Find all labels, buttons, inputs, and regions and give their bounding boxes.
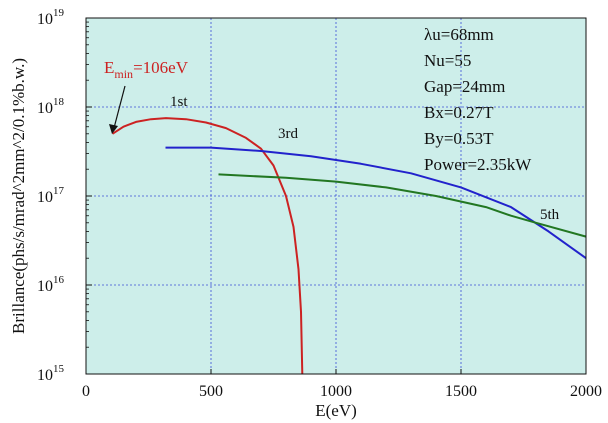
x-tick-label: 500 [199,383,223,400]
x-axis-label: E(eV) [315,401,357,420]
y-tick-label: 1016 [37,274,65,295]
ticks: 0 500 1000 1500 2000 1015 1016 1017 1018 1019 [37,7,602,400]
series-label-3rd: 3rd [278,126,298,142]
x-tick-label: 1500 [445,383,477,400]
series-label-5th: 5th [540,207,560,223]
emin-arrow-line [113,85,126,129]
param-lambda: λu=68mm [424,25,494,44]
emin-base: E [104,58,114,77]
series-line-3rd [165,146,587,260]
y-tick-label: 1018 [37,96,65,117]
param-bx: Bx=0.27T [424,103,494,122]
param-by: By=0.53T [424,129,494,148]
emin-sub: min [114,67,133,81]
y-axis-label: Brillance(phs/s/mrad^2mm^2/0.1%b.w.) [9,58,28,334]
y-tick-label: 1015 [37,363,65,384]
param-nu: Nu=55 [424,51,471,70]
grid-lines [86,18,586,374]
y-tick-label: 1019 [37,7,65,28]
emin-annotation: Emin=106eV [104,58,189,81]
series-line-5th [218,173,587,238]
x-tick-label: 2000 [570,383,602,400]
emin-arrowhead [109,124,118,134]
series-label-1st: 1st [170,94,188,110]
param-gap: Gap=24mm [424,77,505,96]
parameter-block: λu=68mm Nu=55 Gap=24mm Bx=0.27T By=0.53T… [424,25,532,174]
x-tick-label: 0 [82,383,90,400]
param-power: Power=2.35kW [424,155,532,174]
series-line-1st [111,117,304,375]
y-tick-label: 1017 [37,185,65,206]
series-layer [111,117,587,375]
emin-value: =106eV [133,58,189,77]
x-tick-label: 1000 [320,383,352,400]
